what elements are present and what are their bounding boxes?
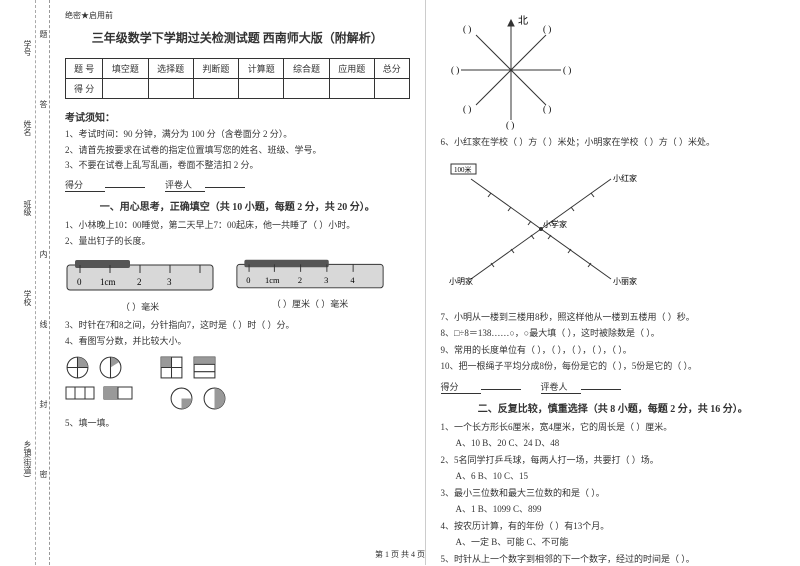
question-s2-2: 2、5名同学打乒乓球，每两人打一场，共要打（ ）场。 <box>441 454 786 468</box>
question-3: 3、时针在7和8之间，分针指向7，这时是（ ）时（ ）分。 <box>65 319 410 333</box>
circle-icon <box>202 386 227 411</box>
sidebar-label-id: 学号 <box>22 40 33 56</box>
svg-text:( ): ( ) <box>543 104 551 114</box>
svg-text:3: 3 <box>324 275 328 285</box>
notice-head: 考试须知： <box>65 109 410 124</box>
options-4: A、一定 B、可能 C、不可能 <box>456 536 786 550</box>
bar-icon <box>103 386 133 400</box>
score-table: 题 号 填空题 选择题 判断题 计算题 综合题 应用题 总分 得 分 <box>65 58 410 99</box>
bar-icon <box>65 386 95 400</box>
sidebar-label-name: 姓名 <box>22 120 33 136</box>
binding-dash-line <box>35 0 36 565</box>
north-label: 北 <box>518 15 528 27</box>
ruler-caption-right: （ ）厘米（ ）毫米 <box>235 297 385 310</box>
tick-2: 2 <box>137 277 142 287</box>
section1-title: 一、用心思考，正确填空（共 10 小题，每题 2 分，共 20 分）。 <box>65 198 410 213</box>
svg-text:( ): ( ) <box>543 24 551 34</box>
sidebar-marker-2: 内 <box>38 250 49 258</box>
ruler-caption-left: （ ）毫米 <box>65 300 215 313</box>
circle-icon <box>169 386 194 411</box>
options-2: A、6 B、10 C、15 <box>456 470 786 484</box>
road-label-xm: 小明家 <box>449 276 473 286</box>
grader-label: 评卷人 <box>165 178 205 192</box>
notice-item: 1、考试时间：90 分钟，满分为 100 分（含卷面分 2 分）。 <box>65 128 410 141</box>
square-icon <box>159 355 184 380</box>
options-1: A、10 B、20 C、24 D、48 <box>456 437 786 451</box>
right-column: 北 ( ) ( ) ( ) ( ) ( ) ( ) ( ) 6、小红家在学校（ ）方（… <box>426 0 800 565</box>
section2-title: 二、反复比较，慎重选择（共 8 小题，每题 2 分，共 16 分）。 <box>441 400 786 415</box>
score-line: 得分 评卷人 <box>65 178 410 192</box>
tick-1: 1cm <box>100 277 116 287</box>
sidebar-marker-1: 答 <box>38 100 49 108</box>
ruler-icon: 0 1cm 2 3 <box>65 255 215 295</box>
sidebar-marker-0: 题 <box>38 30 49 38</box>
exam-page: 学号 姓名 班级 学校 乡镇(街道) 题 答 内 线 封 密 绝密★启用前 三年… <box>0 0 800 565</box>
svg-text:( ): ( ) <box>563 65 571 75</box>
distance-label: 100米 <box>454 165 472 174</box>
binding-sidebar: 学号 姓名 班级 学校 乡镇(街道) 题 答 内 线 封 密 <box>0 0 50 565</box>
question-s2-5: 5、时针从上一个数字到相邻的下一个数字，经过的时间是（ ）。 <box>441 553 786 566</box>
table-row: 题 号 填空题 选择题 判断题 计算题 综合题 应用题 总分 <box>66 59 410 79</box>
compass-diagram: 北 ( ) ( ) ( ) ( ) ( ) ( ) ( ) <box>441 10 581 130</box>
question-10: 10、把一根绳子平均分成8份，每份是它的（ ），5份是它的（ ）。 <box>441 360 786 374</box>
secret-note: 绝密★启用前 <box>65 10 410 21</box>
question-s2-3: 3、最小三位数和最大三位数的和是（ ）。 <box>441 487 786 501</box>
ruler-icon: 0 1cm 2 3 4 <box>235 255 385 293</box>
circle-icon <box>98 355 123 380</box>
fraction-shapes <box>65 355 410 380</box>
sidebar-label-class: 班级 <box>22 200 33 216</box>
question-6: 6、小红家在学校（ ）方（ ）米处；小明家在学校（ ）方（ ）米处。 <box>441 136 786 150</box>
question-9: 9、常用的长度单位有（ ），（ ），（ ），（ ），（ ）。 <box>441 344 786 358</box>
tick-0: 0 <box>77 277 82 287</box>
tick-3: 3 <box>167 277 172 287</box>
left-column: 绝密★启用前 三年级数学下学期过关检测试题 西南师大版（附解析） 题 号 填空题… <box>50 0 426 565</box>
road-label-xh: 小红家 <box>613 173 637 183</box>
score-line-2: 得分 评卷人 <box>441 380 786 394</box>
svg-text:( ): ( ) <box>463 104 471 114</box>
sidebar-label-school: 学校 <box>22 290 33 306</box>
sidebar-marker-3: 线 <box>38 320 49 328</box>
page-footer: 第 1 页 共 4 页 <box>375 549 425 560</box>
table-row: 得 分 <box>66 79 410 99</box>
fraction-shapes-2 <box>65 386 410 411</box>
question-1: 1、小林晚上10：00睡觉，第二天早上7：00起床，他一共睡了（ ）小时。 <box>65 219 410 233</box>
grader-label: 评卷人 <box>541 380 581 394</box>
ruler-row: 0 1cm 2 3 （ ）毫米 0 1cm <box>65 255 410 313</box>
question-s2-1: 1、一个长方形长6厘米，宽4厘米，它的周长是（ ）厘米。 <box>441 421 786 435</box>
options-3: A、1 B、1099 C、899 <box>456 503 786 517</box>
svg-text:1cm: 1cm <box>265 275 280 285</box>
svg-text:2: 2 <box>298 275 302 285</box>
svg-text:( ): ( ) <box>506 120 514 130</box>
exam-title: 三年级数学下学期过关检测试题 西南师大版（附解析） <box>65 29 410 46</box>
sidebar-marker-4: 封 <box>38 400 49 408</box>
question-8: 8、□÷8＝138……○，○最大填（ ），这时被除数是（ ）。 <box>441 327 786 341</box>
question-4: 4、看图写分数，并比较大小。 <box>65 335 410 349</box>
sidebar-marker-5: 密 <box>38 470 49 478</box>
question-s2-4: 4、按农历计算，有的年份（ ）有13个月。 <box>441 520 786 534</box>
question-7: 7、小明从一楼到三楼用8秒，照这样他从一楼到五楼用（ ）秒。 <box>441 311 786 325</box>
sidebar-label-town: 乡镇(街道) <box>22 440 33 477</box>
notice-item: 3、不要在试卷上乱写乱画，卷面不整洁扣 2 分。 <box>65 159 410 172</box>
square-icon <box>192 355 217 380</box>
roads-diagram: 100米 小红家 小丽家 小明家 小学家 <box>441 159 641 299</box>
svg-text:( ): ( ) <box>451 65 459 75</box>
question-5: 5、填一填。 <box>65 417 410 431</box>
notice-item: 2、请首先按要求在试卷的指定位置填写您的姓名、班级、学号。 <box>65 144 410 157</box>
question-2: 2、量出钉子的长度。 <box>65 235 410 249</box>
circle-icon <box>65 355 90 380</box>
score-label: 得分 <box>441 380 481 394</box>
svg-text:( ): ( ) <box>463 24 471 34</box>
road-label-xx: 小学家 <box>543 219 567 229</box>
road-label-xl: 小丽家 <box>613 276 637 286</box>
score-label: 得分 <box>65 178 105 192</box>
svg-text:0: 0 <box>246 275 250 285</box>
